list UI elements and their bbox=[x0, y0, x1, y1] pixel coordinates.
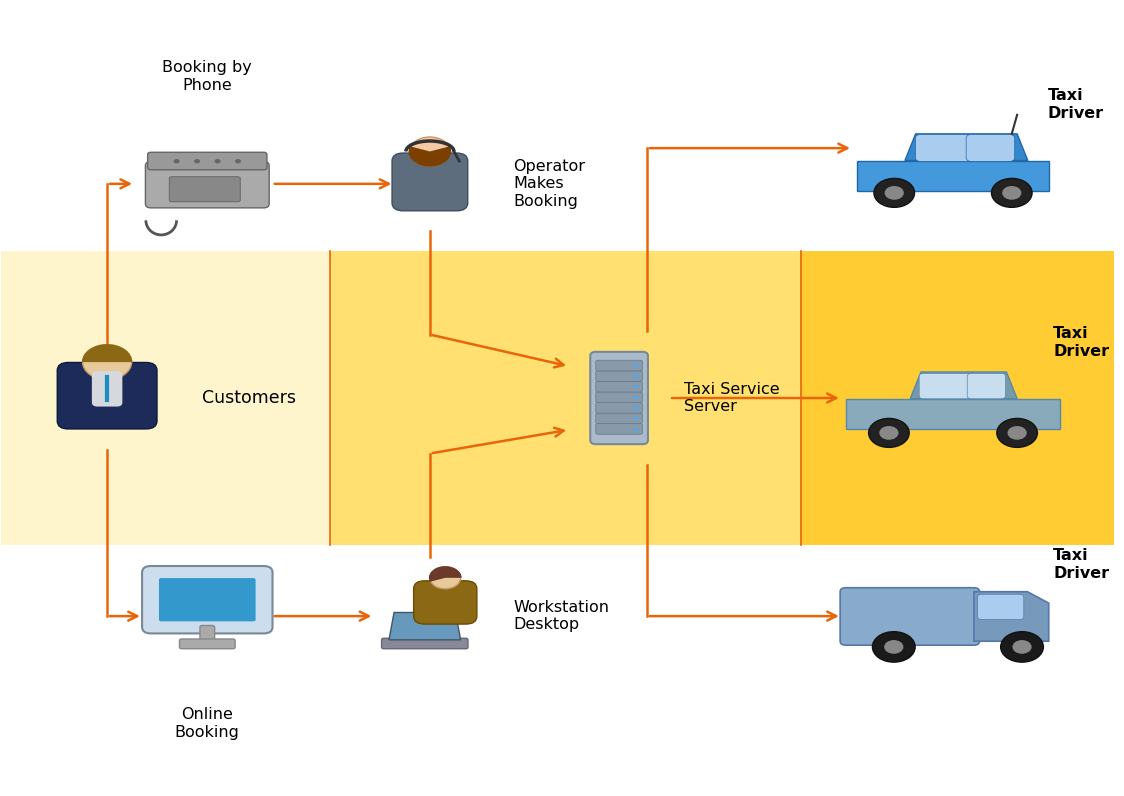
FancyBboxPatch shape bbox=[596, 371, 643, 381]
Circle shape bbox=[634, 375, 638, 378]
Circle shape bbox=[997, 419, 1037, 447]
Circle shape bbox=[235, 159, 241, 163]
FancyBboxPatch shape bbox=[147, 152, 268, 170]
FancyBboxPatch shape bbox=[967, 135, 1015, 162]
Circle shape bbox=[991, 178, 1032, 207]
Text: Taxi
Driver: Taxi Driver bbox=[1048, 88, 1104, 121]
Circle shape bbox=[82, 345, 132, 380]
FancyBboxPatch shape bbox=[596, 423, 643, 435]
Wedge shape bbox=[82, 344, 133, 362]
Circle shape bbox=[885, 640, 904, 654]
FancyBboxPatch shape bbox=[596, 381, 643, 392]
FancyBboxPatch shape bbox=[978, 595, 1024, 619]
FancyBboxPatch shape bbox=[414, 581, 477, 624]
Circle shape bbox=[215, 159, 220, 163]
Circle shape bbox=[1003, 186, 1022, 200]
FancyBboxPatch shape bbox=[590, 352, 647, 444]
Polygon shape bbox=[905, 134, 1027, 161]
FancyBboxPatch shape bbox=[170, 177, 241, 202]
FancyBboxPatch shape bbox=[158, 578, 255, 622]
FancyBboxPatch shape bbox=[381, 638, 468, 649]
Polygon shape bbox=[973, 591, 1049, 642]
FancyBboxPatch shape bbox=[92, 371, 123, 407]
Circle shape bbox=[885, 186, 904, 200]
FancyBboxPatch shape bbox=[596, 403, 643, 413]
Circle shape bbox=[879, 426, 898, 439]
Circle shape bbox=[1000, 632, 1043, 662]
Bar bbox=[1, 252, 1114, 544]
Text: Workstation
Desktop: Workstation Desktop bbox=[514, 600, 609, 632]
FancyBboxPatch shape bbox=[180, 639, 235, 649]
Circle shape bbox=[874, 178, 915, 207]
Bar bbox=[800, 252, 1114, 544]
FancyBboxPatch shape bbox=[57, 362, 157, 429]
FancyBboxPatch shape bbox=[596, 361, 643, 371]
Text: Taxi
Driver: Taxi Driver bbox=[1053, 548, 1109, 581]
Wedge shape bbox=[408, 146, 451, 166]
Circle shape bbox=[634, 427, 638, 431]
FancyBboxPatch shape bbox=[596, 413, 643, 423]
FancyBboxPatch shape bbox=[840, 587, 979, 646]
Circle shape bbox=[634, 407, 638, 409]
Circle shape bbox=[409, 137, 451, 166]
Circle shape bbox=[429, 567, 461, 589]
FancyBboxPatch shape bbox=[968, 373, 1006, 399]
Text: Online
Booking: Online Booking bbox=[175, 708, 239, 739]
Circle shape bbox=[634, 365, 638, 367]
Polygon shape bbox=[846, 399, 1060, 429]
Circle shape bbox=[634, 385, 638, 388]
Circle shape bbox=[872, 632, 915, 662]
Text: Operator
Makes
Booking: Operator Makes Booking bbox=[514, 159, 586, 209]
Circle shape bbox=[634, 396, 638, 399]
Polygon shape bbox=[910, 372, 1017, 399]
FancyBboxPatch shape bbox=[200, 626, 215, 643]
Polygon shape bbox=[856, 161, 1049, 191]
Text: Taxi Service
Server: Taxi Service Server bbox=[683, 382, 779, 414]
Polygon shape bbox=[389, 612, 461, 640]
Bar bbox=[329, 252, 800, 544]
FancyBboxPatch shape bbox=[142, 566, 272, 634]
FancyBboxPatch shape bbox=[392, 153, 468, 211]
Text: Booking by
Phone: Booking by Phone bbox=[163, 60, 252, 92]
FancyBboxPatch shape bbox=[919, 373, 971, 399]
Circle shape bbox=[194, 159, 200, 163]
Wedge shape bbox=[429, 566, 462, 582]
Circle shape bbox=[173, 159, 180, 163]
Circle shape bbox=[1007, 426, 1026, 439]
Circle shape bbox=[634, 417, 638, 420]
FancyBboxPatch shape bbox=[145, 162, 269, 208]
FancyBboxPatch shape bbox=[915, 135, 972, 162]
FancyBboxPatch shape bbox=[596, 392, 643, 403]
Text: Customers: Customers bbox=[201, 389, 296, 407]
Circle shape bbox=[869, 419, 909, 447]
Circle shape bbox=[1013, 640, 1032, 654]
Text: Taxi
Driver: Taxi Driver bbox=[1053, 326, 1109, 359]
